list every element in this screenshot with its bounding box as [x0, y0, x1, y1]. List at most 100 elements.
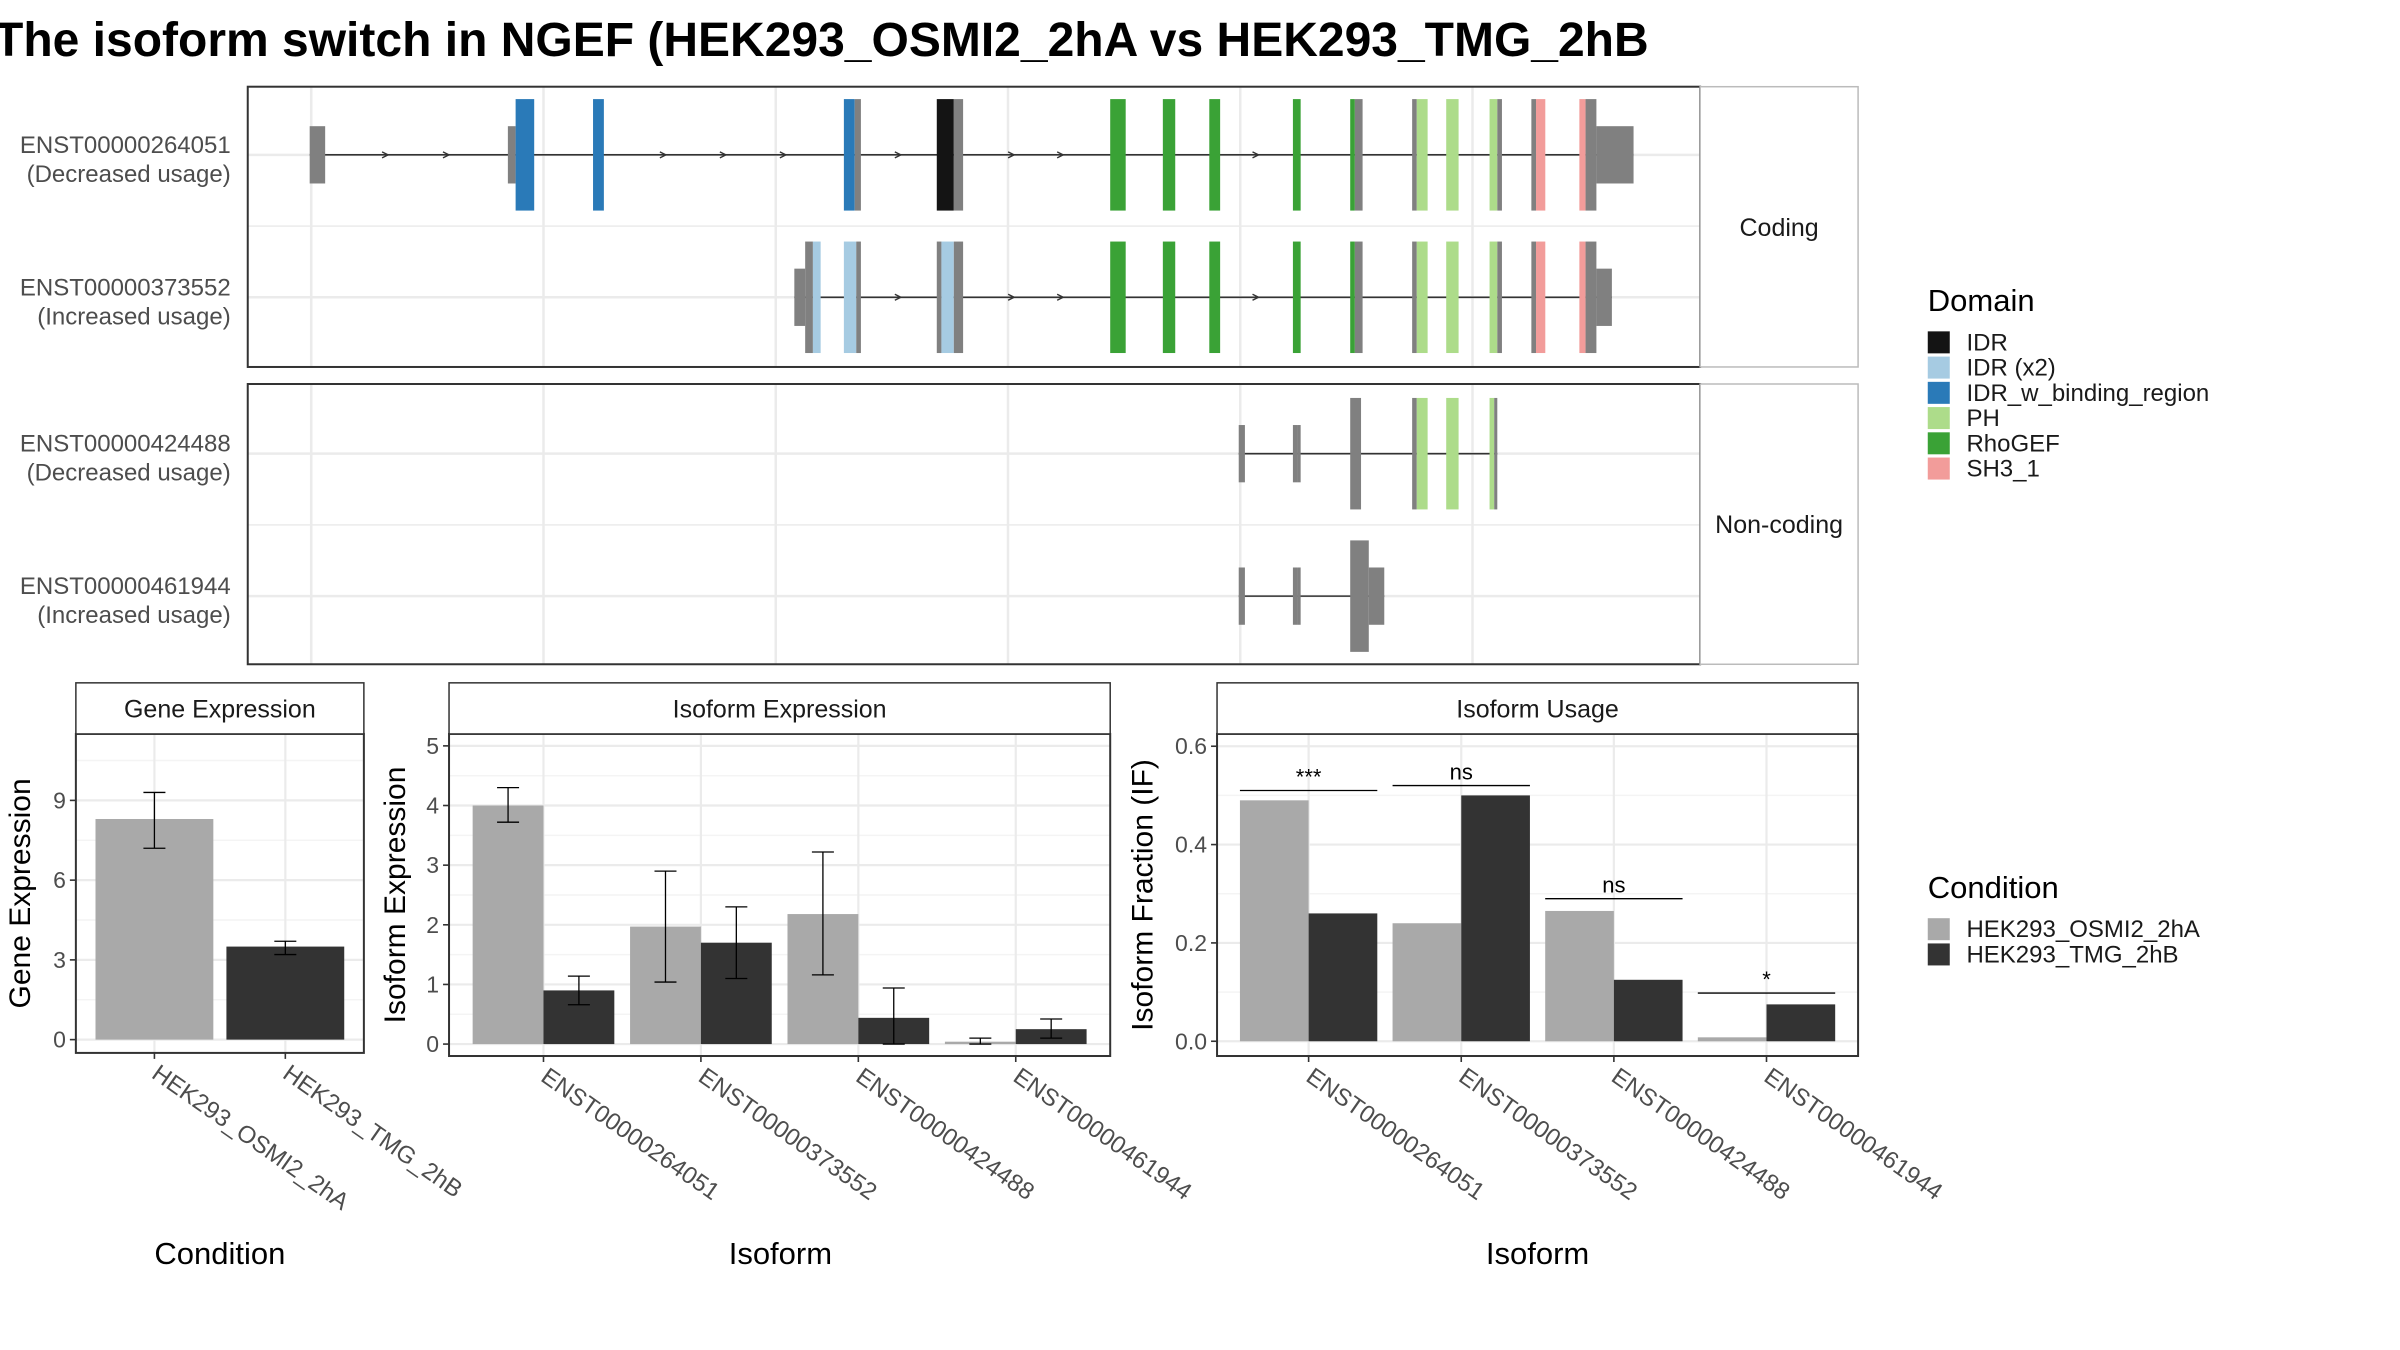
bar — [1239, 800, 1309, 1042]
exon-idr-w-binding-region — [515, 99, 535, 211]
exon-ph — [1446, 241, 1459, 354]
bar — [1766, 1004, 1836, 1042]
exon-none — [507, 126, 516, 184]
exon-none — [805, 241, 813, 354]
y-tick-label: 0.4 — [1175, 832, 1207, 858]
exon-none — [1412, 99, 1417, 211]
legend-swatch-idr-w-binding-region — [1927, 381, 1950, 404]
exon-none — [953, 99, 964, 211]
exon-rhogef — [1110, 241, 1126, 354]
exon-ph — [1416, 397, 1428, 510]
exon-none — [936, 241, 942, 354]
exon-none — [1596, 126, 1634, 184]
exon-rhogef — [1350, 99, 1355, 211]
exon-sh3-1 — [1579, 241, 1586, 354]
bar — [1308, 913, 1378, 1042]
chart-title: Gene Expression — [124, 695, 316, 723]
figure-title: The isoform switch in NGEF (HEK293_OSMI2… — [0, 14, 1649, 67]
exon-ph — [1416, 241, 1428, 354]
intron-arrow — [719, 151, 728, 159]
exon-none — [1497, 99, 1502, 211]
exon-ph — [1446, 397, 1459, 510]
exon-none — [309, 126, 326, 184]
intron-arrow — [1252, 293, 1261, 301]
legend-label: HEK293_OSMI2_2hA — [1966, 916, 2199, 943]
facet-strip — [448, 682, 1111, 735]
legend-swatch-condition — [1927, 918, 1950, 941]
intron-arrow — [1252, 151, 1261, 159]
structure-panel-bg — [247, 384, 1701, 665]
intron-arrow — [1007, 293, 1016, 301]
y-tick-label: 1 — [426, 971, 439, 997]
transcript-ENST00000424488 — [1238, 397, 1498, 510]
bar — [1392, 923, 1462, 1042]
legend-label: IDR_w_binding_region — [1966, 380, 2209, 407]
domain-legend-title: Domain — [1928, 283, 2035, 318]
exon-none — [1596, 268, 1612, 326]
bar — [1461, 795, 1530, 1042]
facet-strip-label: Coding — [1739, 214, 1818, 242]
legend-label: HEK293_TMG_2hB — [1966, 941, 2178, 968]
bar-chart-2: 0.00.20.40.6*** nsns*ENST00000264051ENST0… — [1127, 682, 1947, 1271]
exon-ph — [1489, 99, 1498, 211]
bar — [472, 805, 544, 1045]
exon-rhogef — [1209, 99, 1221, 211]
exon-none — [1585, 99, 1597, 211]
legend-swatch-idr-x2- — [1927, 356, 1950, 379]
y-axis-title: Gene Expression — [4, 778, 37, 1008]
y-tick-label: 5 — [426, 733, 439, 759]
legend-label: RhoGEF — [1966, 430, 2059, 457]
legend-label: SH3_1 — [1966, 456, 2039, 483]
exon-none — [1238, 567, 1245, 625]
legend-swatch-condition — [1927, 943, 1950, 966]
bar — [226, 946, 345, 1040]
legend-label: PH — [1966, 405, 1999, 432]
exon-idr-x2- — [941, 241, 954, 354]
facet-strip — [1216, 682, 1859, 735]
transcript-usage-label: (Increased usage) — [37, 303, 230, 330]
significance-label: ns — [1602, 873, 1625, 898]
exon-none — [1292, 567, 1298, 625]
facet-strip — [1699, 85, 1859, 368]
exon-idr — [936, 99, 954, 211]
bar — [1545, 910, 1614, 1042]
transcript-id-label: ENST00000264051 — [20, 132, 231, 159]
legend-swatch-sh3-1 — [1927, 457, 1950, 480]
bar — [1697, 1037, 1767, 1042]
legend-label: IDR (x2) — [1966, 355, 2055, 382]
intron-arrow — [659, 151, 668, 159]
exon-rhogef — [1162, 241, 1176, 354]
y-tick-label: 3 — [53, 947, 66, 973]
y-tick-label: 6 — [53, 867, 66, 893]
exon-none — [1412, 241, 1417, 354]
bar-chart-1: 012345ENST00000264051ENST00000373552ENST… — [379, 682, 1197, 1271]
exon-sh3-1 — [1536, 241, 1546, 354]
y-tick-label: 0.6 — [1175, 733, 1207, 759]
exon-rhogef — [1162, 99, 1176, 211]
legend-swatch-rhogef — [1927, 432, 1950, 455]
transcript-id-label: ENST00000461944 — [20, 573, 231, 600]
chart-title: Isoform Usage — [1456, 695, 1619, 723]
significance-label: * — [1762, 967, 1771, 992]
intron-arrow — [779, 151, 788, 159]
exon-none — [953, 241, 964, 354]
intron-arrow — [442, 151, 451, 159]
exon-none — [1531, 99, 1537, 211]
transcript-ENST00000373552 — [794, 241, 1612, 354]
facet-strip-label: Non-coding — [1715, 511, 1843, 539]
transcript-ENST00000461944 — [1238, 540, 1385, 652]
x-axis-title: Isoform — [729, 1236, 832, 1271]
transcript-id-label: ENST00000424488 — [20, 431, 231, 458]
x-axis-title: Condition — [154, 1236, 285, 1271]
y-tick-label: 3 — [426, 852, 439, 878]
legend-label: IDR — [1966, 329, 2007, 356]
facet-strip — [75, 682, 365, 735]
exon-none — [1497, 241, 1502, 354]
condition-legend-title: Condition — [1928, 870, 2059, 905]
intron-arrow — [894, 151, 903, 159]
exon-ph — [1489, 397, 1495, 510]
bar — [95, 819, 214, 1040]
intron-arrow — [894, 293, 903, 301]
y-axis-title: Isoform Expression — [379, 767, 412, 1024]
exon-none — [1350, 540, 1369, 652]
